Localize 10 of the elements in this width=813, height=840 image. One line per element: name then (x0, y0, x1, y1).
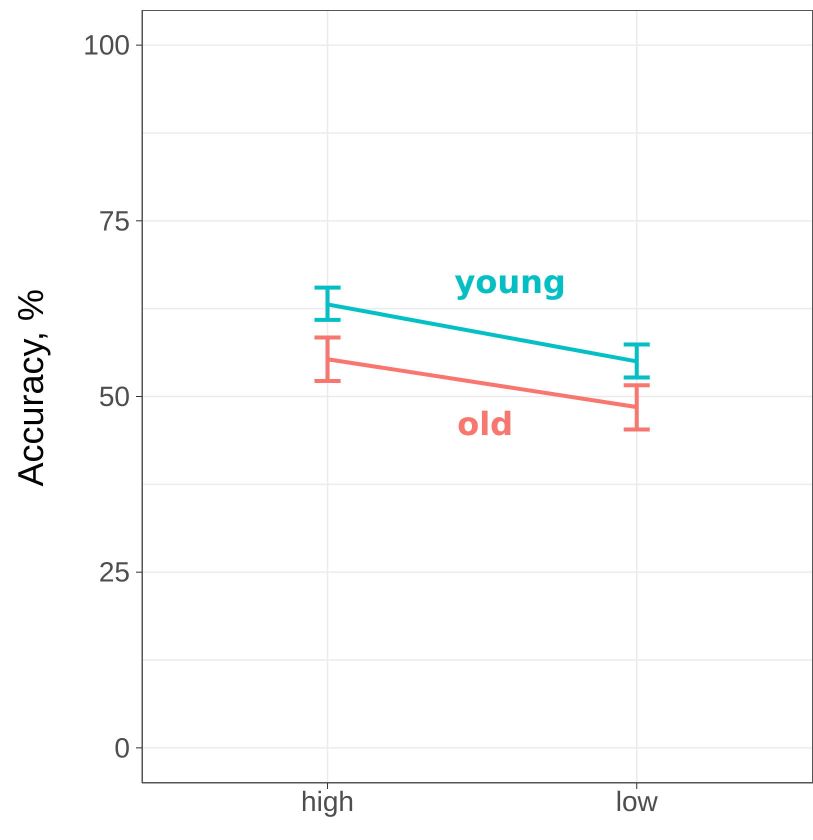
y-tick-label: 50 (98, 381, 130, 412)
y-tick-label: 25 (98, 556, 130, 588)
x-tick-label: low (616, 786, 659, 817)
y-tick-label: 0 (114, 732, 130, 764)
series-label: young (454, 262, 566, 301)
series-label: old (457, 405, 514, 444)
x-tick-label: high (301, 786, 354, 817)
y-tick-label: 100 (83, 30, 130, 61)
y-tick-label: 75 (98, 205, 130, 236)
y-axis-title: Accuracy, % (10, 289, 51, 486)
